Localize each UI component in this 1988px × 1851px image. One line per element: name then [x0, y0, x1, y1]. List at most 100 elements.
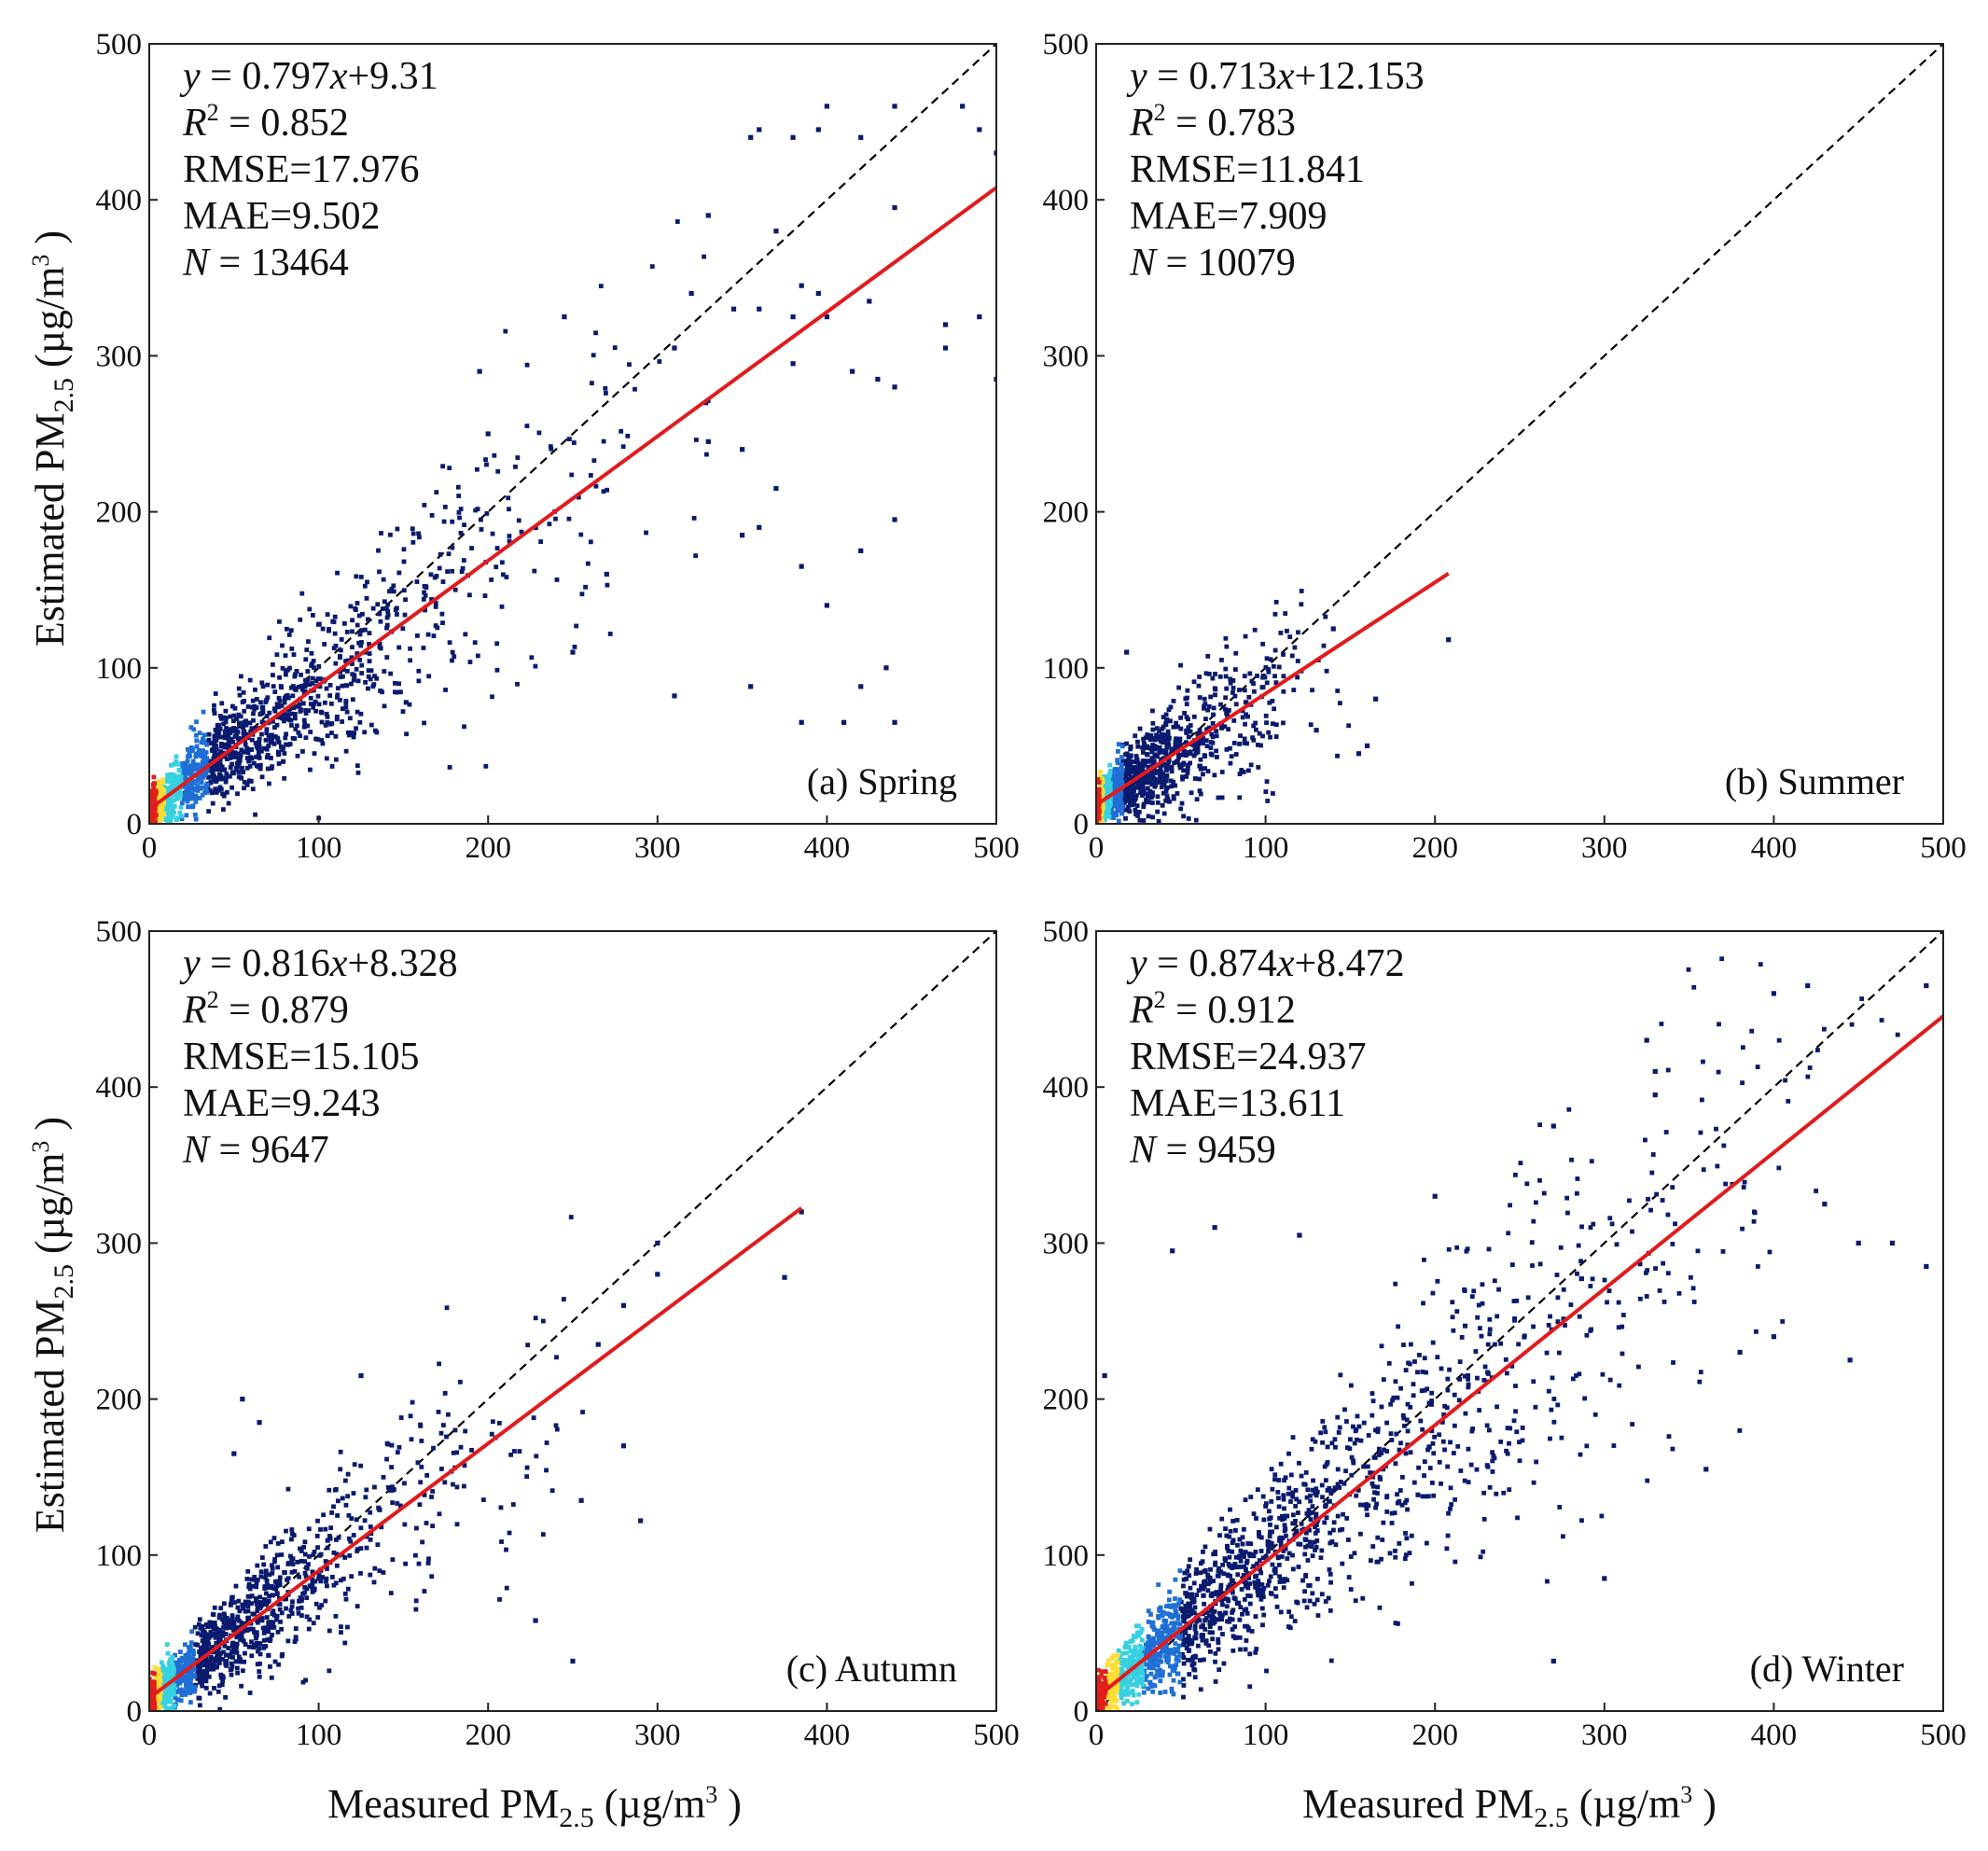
winter-point [1266, 1509, 1272, 1514]
summer-point [1228, 676, 1233, 682]
autumn-point [303, 1574, 309, 1579]
winter-point [1466, 1372, 1470, 1378]
spring-point [250, 698, 256, 703]
summer-point [1173, 739, 1178, 745]
spring-point [347, 716, 353, 721]
spring-point [313, 678, 319, 684]
winter-point [1405, 1507, 1410, 1512]
winter-point [1260, 1555, 1266, 1561]
winter-point [1493, 1342, 1497, 1347]
summer-y-tick-label: 500 [1043, 28, 1090, 62]
winter-point [1258, 1591, 1264, 1596]
spring-point [168, 779, 174, 785]
spring-point [299, 672, 303, 677]
autumn-point [311, 1552, 316, 1557]
spring-point [482, 593, 488, 598]
summer-point [1226, 708, 1231, 713]
summer-point [1140, 750, 1146, 755]
winter-point [1188, 1637, 1193, 1643]
winter-point [1236, 1554, 1242, 1560]
spring-point [350, 697, 355, 703]
summer-point [1224, 711, 1230, 717]
spring-point [227, 741, 231, 746]
winter-point [1482, 1364, 1488, 1370]
winter-point [1517, 1440, 1522, 1445]
spring-point [282, 751, 287, 756]
summer-point [1272, 674, 1277, 679]
autumn-point [263, 1575, 268, 1580]
summer-point [1258, 743, 1263, 748]
autumn-point [368, 1537, 373, 1542]
winter-point [1198, 1687, 1203, 1692]
autumn-point [259, 1616, 265, 1621]
autumn-point [249, 1653, 255, 1659]
summer-point [1197, 675, 1203, 679]
winter-point [1303, 1469, 1309, 1475]
spring-point [286, 707, 291, 713]
winter-point [1398, 1385, 1403, 1391]
spring-point [179, 761, 185, 766]
summer-point [1212, 772, 1217, 778]
summer-point [1151, 769, 1157, 774]
summer-point [1161, 790, 1166, 796]
autumn-outlier-point [595, 1342, 601, 1347]
winter-point [1191, 1610, 1197, 1616]
winter-point [1267, 1579, 1272, 1584]
autumn-point [334, 1563, 340, 1568]
winter-point [1654, 1191, 1660, 1197]
spring-point [377, 641, 382, 647]
winter-point [1277, 1580, 1283, 1584]
summer-point [1096, 807, 1099, 812]
winter-point [1283, 1546, 1288, 1552]
autumn-point [430, 1524, 436, 1529]
winter-point [1230, 1634, 1236, 1639]
spring-point [174, 817, 179, 823]
winter-point [1181, 1661, 1187, 1666]
winter-point [1178, 1606, 1184, 1611]
spring-point [281, 759, 285, 764]
winter-point [1481, 1490, 1487, 1496]
summer-point [1112, 803, 1118, 809]
autumn-point [375, 1542, 381, 1548]
autumn-point [150, 1670, 156, 1676]
spring-point [211, 777, 216, 782]
spring-point [276, 761, 282, 766]
summer-point [1223, 666, 1229, 672]
summer-points [1096, 589, 1452, 824]
autumn-point [347, 1553, 353, 1558]
autumn-point [292, 1639, 298, 1645]
winter-point [1265, 1538, 1271, 1544]
summer-point [1167, 799, 1172, 804]
summer-point [1206, 703, 1212, 709]
winter-point [1328, 1580, 1333, 1585]
winter-point [1186, 1604, 1191, 1609]
winter-point [1344, 1516, 1350, 1521]
winter-point [1815, 1048, 1820, 1052]
winter-point [1332, 1485, 1338, 1491]
autumn-point [343, 1502, 349, 1508]
autumn-point [385, 1485, 391, 1490]
autumn-point [237, 1608, 243, 1614]
autumn-point [229, 1617, 235, 1622]
autumn-point [352, 1462, 357, 1468]
autumn-point [300, 1591, 306, 1596]
summer-point [1155, 800, 1161, 805]
winter-point [1301, 1482, 1307, 1487]
spring-point [303, 708, 309, 713]
winter-point [1566, 1106, 1572, 1112]
autumn-point [553, 1423, 559, 1428]
winter-point [1649, 1170, 1655, 1176]
summer-point [1119, 768, 1125, 772]
winter-point [1226, 1562, 1231, 1566]
spring-point [310, 675, 315, 681]
autumn-point [325, 1583, 329, 1589]
winter-point [1337, 1527, 1342, 1533]
winter-point [1422, 1356, 1427, 1361]
winter-point [1288, 1499, 1293, 1504]
autumn-point [182, 1642, 188, 1648]
winter-point [1310, 1591, 1315, 1596]
spring-point [279, 703, 285, 708]
summer-point [1270, 721, 1275, 727]
spring-point [356, 640, 362, 646]
summer-x-tick-label: 300 [1581, 831, 1628, 865]
